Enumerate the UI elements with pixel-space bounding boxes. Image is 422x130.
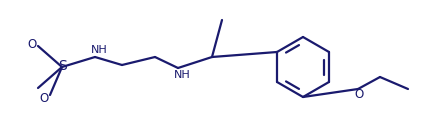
Text: O: O xyxy=(354,89,364,102)
Text: O: O xyxy=(39,92,49,105)
Text: NH: NH xyxy=(173,70,190,80)
Text: O: O xyxy=(27,37,37,50)
Text: NH: NH xyxy=(91,45,107,55)
Text: S: S xyxy=(58,59,66,73)
